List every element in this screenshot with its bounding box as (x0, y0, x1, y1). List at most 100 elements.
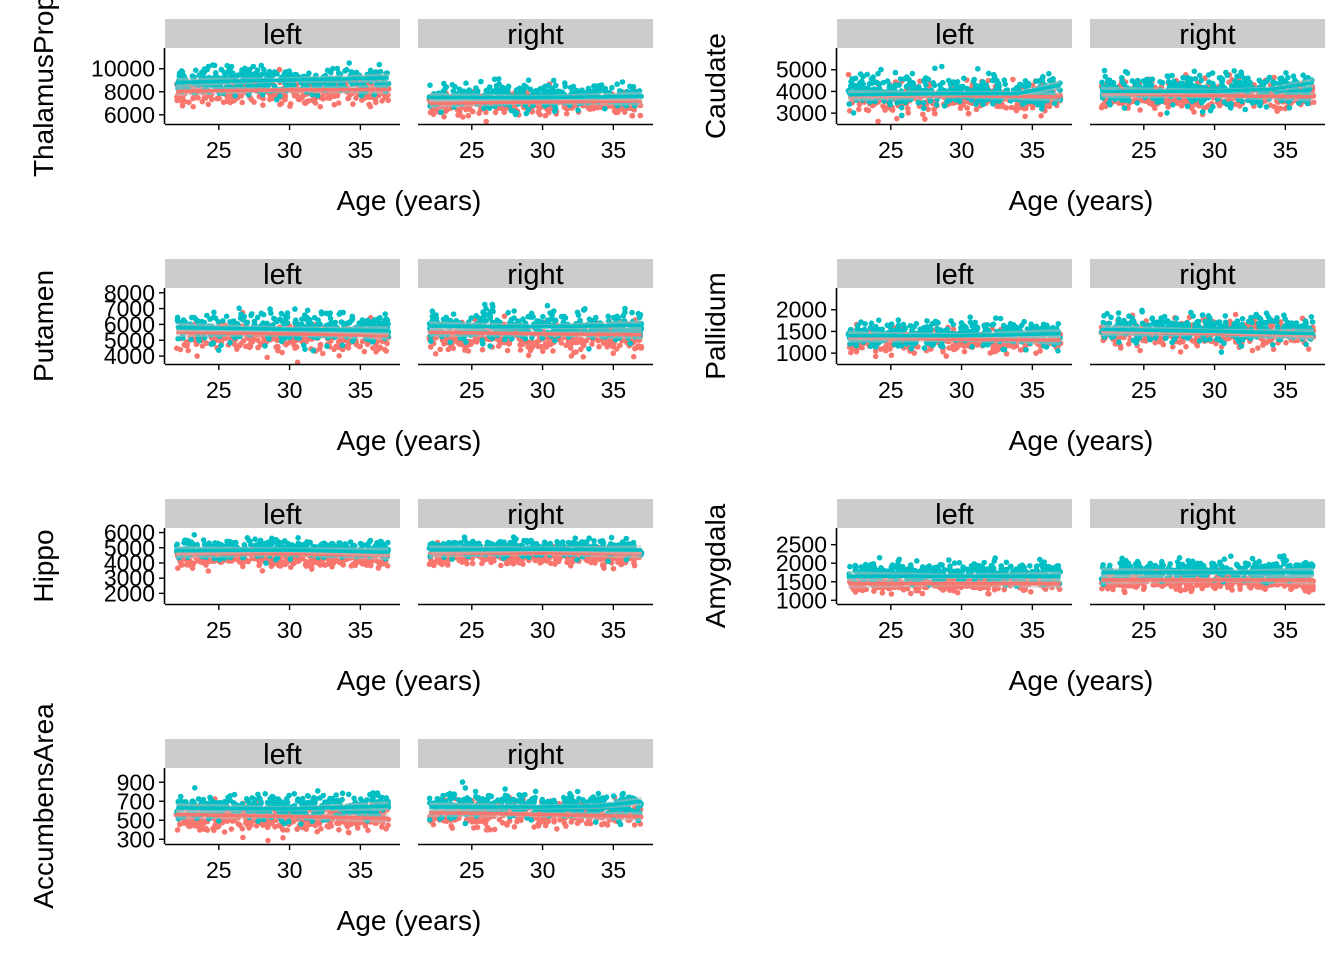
data-point (373, 69, 379, 75)
data-point (575, 107, 581, 113)
data-point (545, 340, 552, 347)
data-point (920, 105, 927, 112)
data-point (950, 343, 956, 349)
data-point (1196, 72, 1203, 79)
data-point (482, 301, 488, 308)
data-point (281, 321, 287, 328)
data-point (1277, 105, 1284, 112)
data-point (847, 83, 854, 89)
data-point (340, 309, 347, 316)
data-point (221, 69, 227, 76)
facet-strip (165, 259, 400, 288)
data-point (970, 78, 977, 84)
data-point (1020, 101, 1026, 107)
data-point (275, 347, 281, 354)
data-point (1051, 100, 1058, 107)
data-point (544, 89, 551, 95)
data-point (199, 318, 205, 325)
data-point (181, 341, 188, 348)
data-point (1238, 69, 1244, 75)
data-point (262, 343, 268, 349)
data-point (957, 84, 964, 90)
data-point (310, 347, 317, 354)
data-point (1038, 76, 1045, 83)
data-point (957, 105, 964, 111)
y-tick-label: 4000 (776, 78, 827, 104)
data-point (906, 81, 912, 88)
data-point (432, 351, 439, 357)
data-point (258, 62, 265, 69)
data-point (525, 352, 532, 359)
data-point (483, 109, 489, 116)
data-point (1260, 80, 1267, 86)
data-point (536, 105, 543, 112)
data-point (965, 110, 972, 117)
data-point (1130, 98, 1136, 105)
data-point (898, 104, 905, 111)
x-tick-label: 25 (206, 137, 232, 163)
data-point (1205, 72, 1212, 78)
y-tick-label: 6000 (104, 311, 155, 337)
facet-strip-label: right (507, 19, 563, 51)
data-point (954, 79, 961, 85)
facet-strip-label: right (507, 259, 563, 291)
data-point (997, 315, 1004, 322)
data-point (853, 349, 860, 355)
data-point (224, 62, 230, 69)
data-point (943, 353, 950, 359)
data-point (449, 81, 456, 88)
data-point (1169, 72, 1175, 79)
data-point (996, 98, 1003, 104)
data-point (880, 79, 887, 86)
data-point (264, 354, 271, 361)
data-point (506, 340, 513, 346)
data-point (969, 343, 975, 350)
data-point (348, 69, 355, 75)
data-point (950, 326, 957, 333)
data-point (550, 77, 557, 84)
data-point (1199, 97, 1206, 104)
x-axis-title: Age (years) (1009, 185, 1154, 216)
data-point (1137, 107, 1143, 113)
data-point (995, 80, 1002, 87)
data-point (975, 66, 981, 72)
panel-points (845, 63, 1064, 124)
data-point (905, 110, 911, 116)
data-point (211, 309, 217, 316)
smooth-line (1101, 80, 1314, 94)
facet-strip (418, 19, 653, 48)
data-point (382, 311, 389, 317)
data-point (950, 80, 957, 87)
data-point (631, 107, 637, 113)
data-point (210, 340, 217, 346)
data-point (940, 79, 946, 86)
data-point (591, 83, 597, 89)
data-point (852, 75, 859, 82)
x-tick-label: 35 (348, 137, 374, 163)
facet-strip (837, 19, 1072, 48)
data-point (358, 92, 365, 99)
data-point (274, 337, 280, 344)
data-point (202, 95, 209, 101)
data-point (591, 317, 598, 324)
data-point (964, 105, 970, 111)
data-point (1104, 78, 1111, 84)
data-point (254, 71, 260, 77)
data-point (224, 95, 231, 102)
data-point (1013, 343, 1020, 349)
data-point (1216, 102, 1223, 109)
data-point (244, 319, 251, 326)
data-point (492, 109, 499, 116)
data-point (345, 95, 352, 101)
data-point (957, 341, 963, 348)
data-point (568, 340, 575, 347)
data-point (1012, 105, 1018, 111)
data-point (186, 99, 192, 106)
data-point (287, 103, 293, 109)
data-point (911, 350, 918, 356)
data-point (238, 93, 244, 99)
data-point (1010, 76, 1016, 83)
x-axis-title: Age (years) (337, 185, 482, 216)
data-point (234, 346, 240, 352)
